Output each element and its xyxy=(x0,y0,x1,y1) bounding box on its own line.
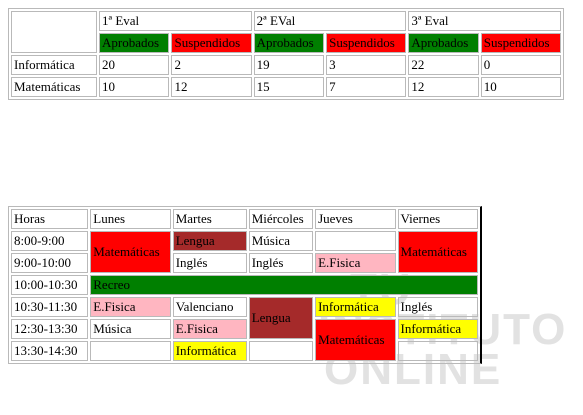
eval-2-approved-header: Aprobados xyxy=(253,33,325,53)
time-cell: 13:30-14:30 xyxy=(11,341,89,361)
grade-cell: 3 xyxy=(326,55,407,75)
header-friday: Viernes xyxy=(397,209,478,229)
grades-eval-header-row: 1ª Eval 2ª EVal 3ª Eval xyxy=(11,11,561,53)
tuesday-efisica-cell: E.Fisica xyxy=(172,319,247,339)
time-cell: 10:00-10:30 xyxy=(11,275,89,295)
table-row: 10:30-11:30 E.Fisica Valenciano Lengua I… xyxy=(11,297,478,339)
thursday-math-cell: Matemáticas xyxy=(315,319,396,361)
schedule-header-row: Horas Lunes Martes Miércoles Jueves Vier… xyxy=(11,209,478,229)
table-row: 12:30-13:30 Música E.Fisica Matemáticas … xyxy=(11,319,478,361)
grade-cell: 12 xyxy=(171,77,252,97)
time-cell: 12:30-13:30 xyxy=(11,319,89,339)
tuesday-lengua-cell: Lengua xyxy=(172,231,247,251)
thursday-efisica-cell: E.Fisica xyxy=(315,253,396,273)
eval-3-failed-header: Suspendidos xyxy=(480,33,561,53)
grade-cell: 20 xyxy=(99,55,170,75)
eval-2-header: 2ª EVal xyxy=(253,11,407,31)
grade-cell: 7 xyxy=(326,77,407,97)
table-row: 9:00-10:00 Inglés Inglés E.Fisica xyxy=(11,253,478,273)
grade-cell: 0 xyxy=(480,55,561,75)
monday-empty-cell xyxy=(90,341,171,361)
friday-math-cell: Matemáticas xyxy=(397,231,478,273)
monday-musica-cell: Música xyxy=(90,319,171,339)
grades-table: 1ª Eval 2ª EVal 3ª Eval Aprobados Suspen… xyxy=(8,8,564,100)
friday-ingles-cell: Inglés xyxy=(397,297,478,317)
table-row: Matemáticas 10 12 15 7 12 10 xyxy=(11,77,561,97)
recreo-cell: Recreo xyxy=(90,275,478,295)
grade-cell: 2 xyxy=(171,55,252,75)
grade-cell: 10 xyxy=(99,77,170,97)
grade-cell: 22 xyxy=(408,55,479,75)
thursday-empty-cell xyxy=(315,231,396,251)
friday-empty-cell xyxy=(397,341,478,361)
grade-cell: 19 xyxy=(253,55,325,75)
friday-informatica-cell: Informática xyxy=(397,319,478,339)
header-monday: Lunes xyxy=(90,209,171,229)
wednesday-musica-cell: Música xyxy=(248,231,314,251)
eval-1-header: 1ª Eval xyxy=(99,11,252,31)
table-row: 8:00-9:00 Matemáticas Lengua Música Mate… xyxy=(11,231,478,273)
grade-cell: 15 xyxy=(253,77,325,97)
eval-1-failed-header: Suspendidos xyxy=(171,33,252,53)
header-wednesday: Miércoles xyxy=(248,209,314,229)
monday-efisica-cell: E.Fisica xyxy=(90,297,171,317)
table-row: 10:00-10:30 Recreo xyxy=(11,275,478,295)
grades-corner-cell xyxy=(11,11,97,53)
time-cell: 9:00-10:00 xyxy=(11,253,89,273)
eval-1-approved-header: Aprobados xyxy=(99,33,170,53)
eval-2-failed-header: Suspendidos xyxy=(326,33,407,53)
header-tuesday: Martes xyxy=(172,209,247,229)
subject-cell: Matemáticas xyxy=(11,77,97,97)
eval-3-header: 3ª Eval xyxy=(408,11,561,31)
wednesday-empty-cell xyxy=(248,341,314,361)
monday-math-cell: Matemáticas xyxy=(90,231,171,273)
header-hours: Horas xyxy=(11,209,89,229)
tuesday-ingles-cell: Inglés xyxy=(172,253,247,273)
time-cell: 10:30-11:30 xyxy=(11,297,89,317)
eval-3-approved-header: Aprobados xyxy=(408,33,479,53)
thursday-informatica-cell: Informática xyxy=(315,297,396,317)
grade-cell: 10 xyxy=(480,77,561,97)
table-row: Informática 20 2 19 3 22 0 xyxy=(11,55,561,75)
subject-cell: Informática xyxy=(11,55,97,75)
schedule-table: Horas Lunes Martes Miércoles Jueves Vier… xyxy=(8,206,482,364)
table-row: 13:30-14:30 Informática xyxy=(11,341,478,361)
header-thursday: Jueves xyxy=(315,209,396,229)
time-cell: 8:00-9:00 xyxy=(11,231,89,251)
grades-status-header-row: Aprobados Suspendidos Aprobados Suspendi… xyxy=(11,33,561,53)
wednesday-ingles-cell: Inglés xyxy=(248,253,314,273)
wednesday-lengua-cell: Lengua xyxy=(248,297,314,339)
tuesday-valenciano-cell: Valenciano xyxy=(172,297,247,317)
tuesday-informatica-cell: Informática xyxy=(172,341,247,361)
grade-cell: 12 xyxy=(408,77,479,97)
